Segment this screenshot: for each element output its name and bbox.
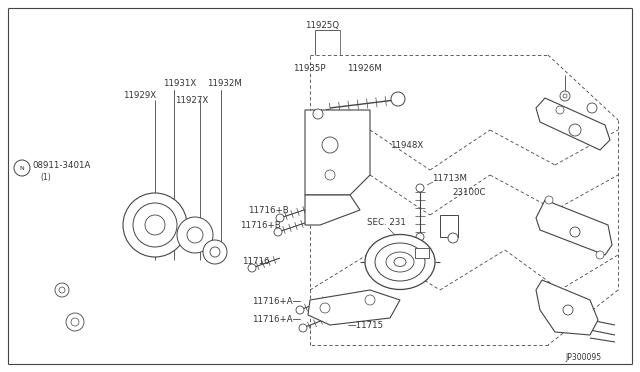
- Circle shape: [55, 283, 69, 297]
- Circle shape: [596, 251, 604, 259]
- Circle shape: [570, 227, 580, 237]
- Text: 11713M: 11713M: [432, 173, 467, 183]
- Text: —11715: —11715: [348, 321, 384, 330]
- Circle shape: [276, 214, 284, 222]
- Circle shape: [320, 303, 330, 313]
- Text: SEC. 231: SEC. 231: [367, 218, 406, 227]
- Circle shape: [313, 109, 323, 119]
- Circle shape: [145, 215, 165, 235]
- Polygon shape: [308, 290, 400, 325]
- Polygon shape: [536, 200, 612, 255]
- Text: 23100C: 23100C: [452, 187, 486, 196]
- Circle shape: [59, 287, 65, 293]
- Circle shape: [14, 160, 30, 176]
- Text: 08911-3401A: 08911-3401A: [32, 160, 90, 170]
- Text: 11925Q: 11925Q: [305, 20, 339, 29]
- Polygon shape: [536, 98, 610, 150]
- Circle shape: [123, 193, 187, 257]
- Text: 11716+A—: 11716+A—: [252, 298, 301, 307]
- Circle shape: [325, 170, 335, 180]
- Bar: [415, 248, 429, 258]
- Circle shape: [563, 94, 567, 98]
- Text: 11926M: 11926M: [347, 64, 382, 73]
- Circle shape: [133, 203, 177, 247]
- Circle shape: [587, 103, 597, 113]
- Text: 11931X: 11931X: [163, 78, 196, 87]
- Circle shape: [177, 217, 213, 253]
- Circle shape: [248, 264, 256, 272]
- Text: 11716+B: 11716+B: [240, 221, 281, 230]
- Ellipse shape: [365, 234, 435, 289]
- Circle shape: [365, 295, 375, 305]
- Text: 11948X: 11948X: [390, 141, 423, 150]
- Circle shape: [560, 91, 570, 101]
- Circle shape: [391, 92, 405, 106]
- Circle shape: [274, 228, 282, 236]
- Circle shape: [556, 106, 564, 114]
- Bar: [440, 215, 458, 237]
- Polygon shape: [305, 195, 360, 225]
- Circle shape: [569, 124, 581, 136]
- Ellipse shape: [375, 243, 425, 281]
- Ellipse shape: [394, 257, 406, 266]
- Circle shape: [187, 227, 203, 243]
- Text: 11716+B: 11716+B: [248, 205, 289, 215]
- Circle shape: [210, 247, 220, 257]
- Text: (1): (1): [40, 173, 51, 182]
- Circle shape: [563, 305, 573, 315]
- Text: JP300095: JP300095: [565, 353, 601, 362]
- Circle shape: [545, 196, 553, 204]
- Circle shape: [299, 324, 307, 332]
- Text: N: N: [20, 166, 24, 170]
- Circle shape: [71, 318, 79, 326]
- Text: 11716+A—: 11716+A—: [252, 315, 301, 324]
- Circle shape: [416, 233, 424, 241]
- Circle shape: [66, 313, 84, 331]
- Polygon shape: [536, 280, 598, 335]
- Text: 11927X: 11927X: [175, 96, 208, 105]
- Circle shape: [416, 184, 424, 192]
- Circle shape: [296, 306, 304, 314]
- Text: 11716: 11716: [242, 257, 269, 266]
- Text: 11935P: 11935P: [293, 64, 326, 73]
- Circle shape: [448, 233, 458, 243]
- Circle shape: [203, 240, 227, 264]
- Polygon shape: [305, 110, 370, 195]
- Text: 11932M: 11932M: [207, 78, 242, 87]
- Text: 11929X: 11929X: [123, 90, 156, 99]
- Ellipse shape: [386, 252, 414, 272]
- Circle shape: [322, 137, 338, 153]
